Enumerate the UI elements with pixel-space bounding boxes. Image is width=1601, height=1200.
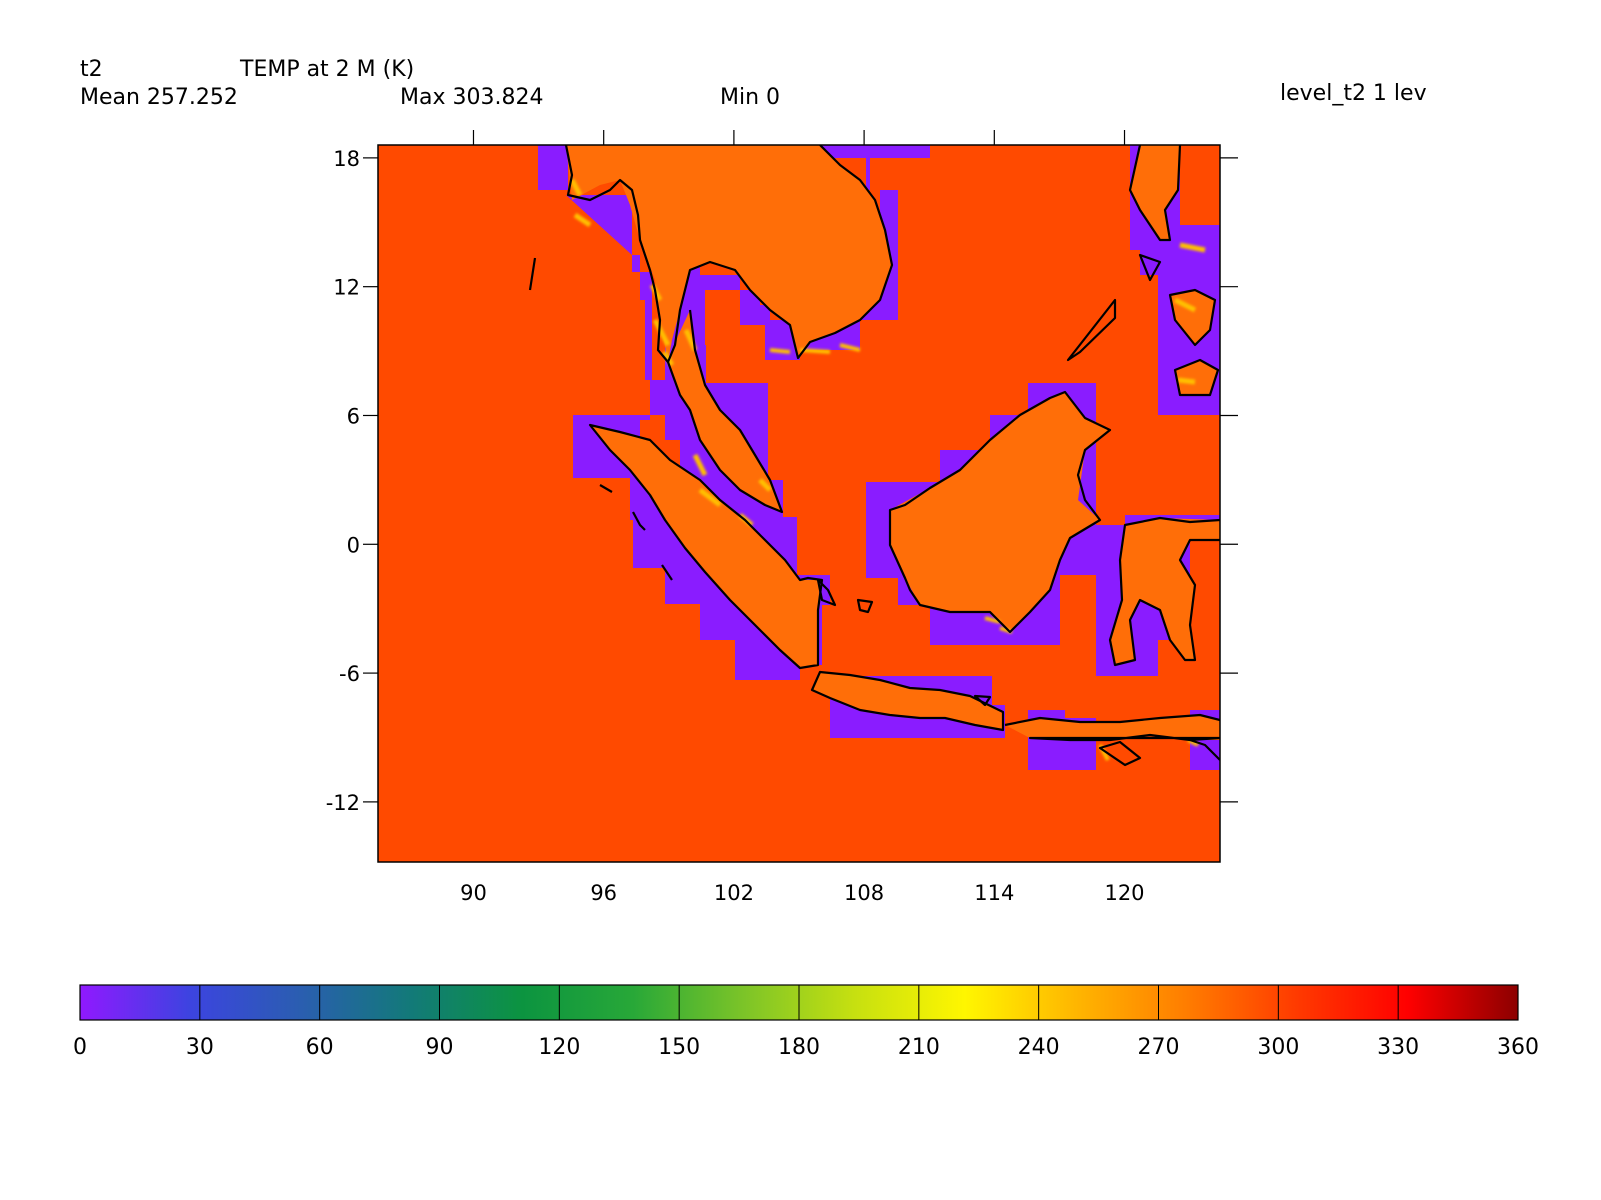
lon-tick-label: 120 xyxy=(1104,881,1144,905)
lat-tick-label: 0 xyxy=(347,533,360,557)
min-stat: Min 0 xyxy=(720,85,781,110)
lon-tick-label: 114 xyxy=(974,881,1014,905)
lat-tick-label: 6 xyxy=(347,404,360,428)
colorbar-tick-label: 60 xyxy=(306,1035,334,1060)
coast-sumatra xyxy=(588,423,824,670)
land-malay-peninsula xyxy=(668,310,782,512)
lon-tick-label: 108 xyxy=(844,881,884,905)
land-sulawesi xyxy=(1110,518,1220,665)
lon-tick-label: 102 xyxy=(714,881,754,905)
coastlines xyxy=(528,145,1220,767)
land-indochina xyxy=(566,145,892,362)
lat-tick-label: 18 xyxy=(333,147,360,171)
land-sumatra xyxy=(590,425,820,668)
variable-long-name: TEMP at 2 M (K) xyxy=(240,57,415,82)
colorbar-tick-label: 330 xyxy=(1377,1035,1419,1060)
coast-palawan xyxy=(1066,298,1117,362)
colorbar-separators xyxy=(199,985,1399,1020)
coast-andaman xyxy=(528,257,537,291)
coast-bali xyxy=(973,694,992,707)
colorbar-tick-label: 120 xyxy=(538,1035,580,1060)
colorbar-tick-label: 360 xyxy=(1497,1035,1539,1060)
colorbar: 0 30 60 90 120 150 180 210 240 270 300 330 360 xyxy=(73,984,1539,1060)
axis-ticks: 90 96 102 108 114 120 18 12 6 0 -6 -12 xyxy=(326,130,1238,905)
coast-borneo xyxy=(888,390,1112,634)
colorbar-tick-label: 270 xyxy=(1138,1035,1180,1060)
coast-nias xyxy=(599,484,673,581)
colorbar-tick-label: 180 xyxy=(778,1035,820,1060)
coast-sulawesi xyxy=(1108,516,1220,667)
colorbar-tick-labels: 0 30 60 90 120 150 180 210 240 270 300 330 360 xyxy=(73,1035,1539,1060)
coast-timor xyxy=(1189,738,1220,761)
coast-luzon xyxy=(1128,145,1182,242)
coast-belitung xyxy=(856,598,874,614)
level-label: level_t2 1 lev xyxy=(1280,81,1427,106)
coast-mindoro xyxy=(1138,253,1162,282)
coast-java xyxy=(810,670,1005,732)
map-frame xyxy=(377,144,1221,863)
lat-tick-label: -6 xyxy=(339,662,360,686)
lat-tick-label: -12 xyxy=(326,791,360,815)
colorbar-tick-label: 90 xyxy=(426,1035,454,1060)
colorbar-tick-label: 300 xyxy=(1257,1035,1299,1060)
coast-malay-peninsula xyxy=(666,309,784,514)
colorbar-tick-label: 0 xyxy=(73,1035,87,1060)
coast-visayas xyxy=(1168,288,1220,397)
mean-stat: Mean 257.252 xyxy=(80,85,238,110)
coast-sumba xyxy=(1098,740,1142,767)
lon-tick-label: 90 xyxy=(460,881,487,905)
colorbar-frame xyxy=(79,984,1519,1021)
fringe-philippines xyxy=(1173,242,1206,385)
max-stat: Max 303.824 xyxy=(400,85,544,110)
colorbar-tick-label: 240 xyxy=(1018,1035,1060,1060)
map-area xyxy=(378,145,1220,862)
land-java xyxy=(812,672,1003,730)
colorbar-tick-label: 30 xyxy=(186,1035,214,1060)
land-lesser-sunda xyxy=(1005,715,1220,740)
colorbar-tick-label: 150 xyxy=(658,1035,700,1060)
fringe-malaya xyxy=(692,453,772,527)
lat-tick-label: 12 xyxy=(333,276,360,300)
coast-bangka xyxy=(816,578,837,607)
land-luzon xyxy=(1130,145,1180,240)
coast-burma-indochina xyxy=(564,145,894,364)
colorbar-tick-label: 210 xyxy=(898,1035,940,1060)
variable-name: t2 xyxy=(80,57,103,82)
land-areas xyxy=(566,145,1220,740)
lon-tick-label: 96 xyxy=(590,881,617,905)
